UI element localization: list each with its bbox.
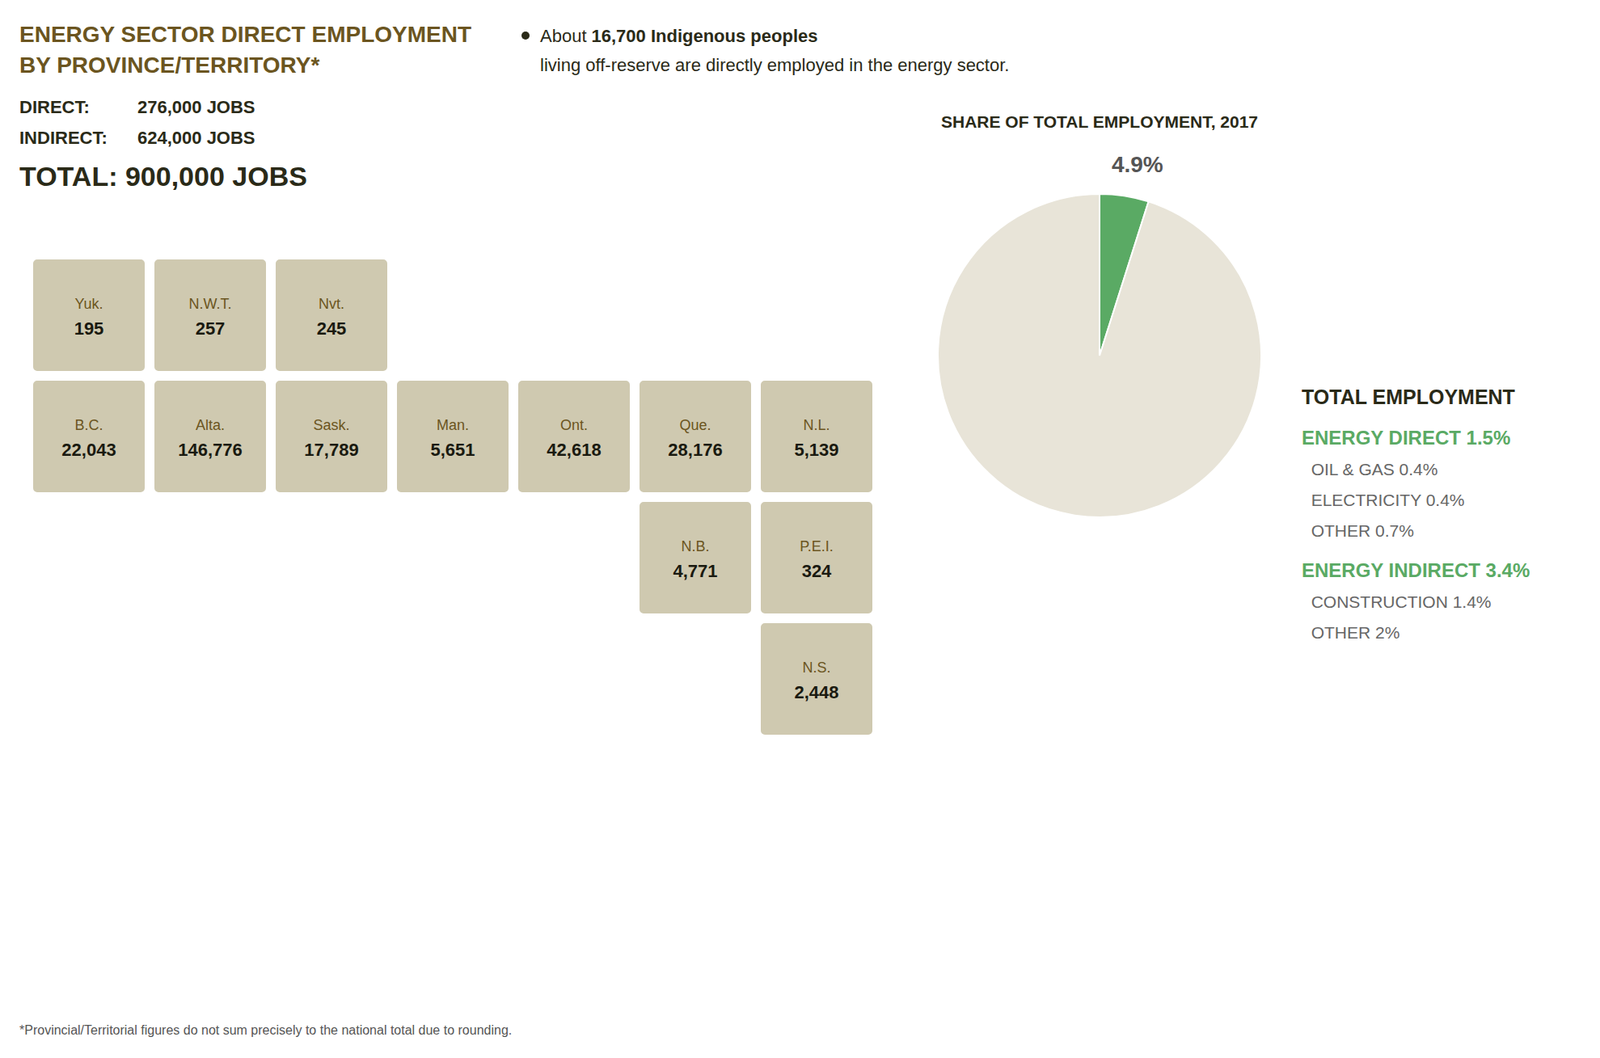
breakdown-item: CONSTRUCTION 1.4% (1301, 592, 1492, 612)
region-tile (274, 379, 389, 494)
region-tile (638, 501, 752, 615)
direct-label: DIRECT: (19, 97, 90, 118)
region-value: 5,651 (430, 439, 475, 461)
indirect-label: INDIRECT: (19, 127, 108, 148)
region-tile (396, 379, 510, 494)
region-tile (759, 501, 874, 615)
bullet-text: About (540, 25, 587, 47)
footnote: *Provincial/Territorial figures do not s… (19, 1023, 512, 1038)
region-tile (153, 258, 267, 372)
region-name: B.C. (74, 417, 103, 434)
region-name: Yuk. (74, 295, 103, 313)
region-name: Alta. (195, 417, 225, 434)
breakdown-item: OTHER 2% (1301, 623, 1400, 642)
region-name: N.W.T. (189, 295, 233, 313)
region-value: 195 (74, 318, 105, 339)
bullet-emphasis: 16,700 Indigenous peoples (591, 25, 819, 47)
region-tile (759, 379, 874, 494)
region-name: N.L. (802, 417, 830, 434)
total-jobs: TOTAL: 900,000 JOBS (19, 160, 308, 192)
region-tile (153, 379, 267, 494)
region-value: 324 (802, 561, 832, 582)
bullet-note: About16,700 Indigenous peoples living off… (521, 25, 1009, 76)
region-name: Nvt. (318, 295, 345, 313)
region-name: Sask. (312, 417, 350, 434)
region-value: 245 (316, 318, 347, 339)
subtitle: BY PROVINCE/TERRITORY* (19, 52, 320, 78)
region-name: P.E.I. (799, 538, 834, 555)
region-name: Man. (436, 417, 469, 434)
breakdown-head: ENERGY DIRECT 1.5% (1301, 426, 1511, 449)
region-value: 42,618 (546, 439, 601, 461)
background (0, 0, 1600, 1058)
tile-map (32, 258, 874, 736)
region-value: 257 (195, 318, 226, 339)
chart-root: ENERGY SECTOR DIRECT EMPLOYMENT BY PROVIN… (0, 0, 1600, 1058)
breakdown-item: OIL & GAS 0.4% (1301, 460, 1438, 479)
breakdown-item: ELECTRICITY 0.4% (1301, 490, 1465, 510)
breakdown-item: OTHER 0.7% (1301, 521, 1415, 541)
region-value: 17,789 (303, 439, 359, 461)
breakdown-head: ENERGY INDIRECT 3.4% (1301, 559, 1530, 582)
region-name: Ont. (560, 417, 588, 434)
tile-labels: Yuk. 195 N.W.T. 257 Nvt. 245 B.C. 22,043 Alta. 14… (61, 295, 839, 703)
region-tile (274, 258, 389, 372)
region-name: N.S. (802, 659, 831, 676)
region-value: 146,776 (177, 439, 243, 461)
pie-label: 4.9% (1111, 151, 1164, 178)
region-value: 2,448 (793, 682, 839, 703)
direct-value: 276,000 JOBS (137, 97, 256, 118)
pie-slice (937, 194, 1262, 518)
region-value: 4,771 (672, 561, 718, 582)
region-tile (638, 379, 752, 494)
bullet-line: living off-reserve are directly employed… (540, 54, 1009, 76)
bullet-line: About16,700 Indigenous peoples (540, 25, 818, 47)
indirect-value: 624,000 JOBS (137, 127, 256, 148)
region-value: 28,176 (667, 439, 722, 461)
pie-title: SHARE OF TOTAL EMPLOYMENT, 2017 (941, 112, 1259, 131)
region-tile (32, 379, 146, 494)
pie: SHARE OF TOTAL EMPLOYMENT, 2017 4.9% (937, 112, 1262, 518)
region-name: N.B. (680, 538, 710, 555)
region-name: Que. (679, 417, 711, 434)
region-tile (517, 379, 631, 494)
region-value: 5,139 (793, 439, 839, 461)
region-value: 22,043 (61, 439, 116, 461)
region-tile (32, 258, 146, 372)
bullet-dot (521, 31, 530, 40)
title: ENERGY SECTOR DIRECT EMPLOYMENT (19, 21, 472, 47)
breakdown-title: TOTAL EMPLOYMENT (1301, 385, 1516, 409)
breakdown: TOTAL EMPLOYMENT ENERGY DIRECT 1.5% OIL &… (1301, 385, 1530, 642)
header: ENERGY SECTOR DIRECT EMPLOYMENT BY PROVIN… (19, 21, 472, 192)
region-tile (759, 622, 874, 736)
